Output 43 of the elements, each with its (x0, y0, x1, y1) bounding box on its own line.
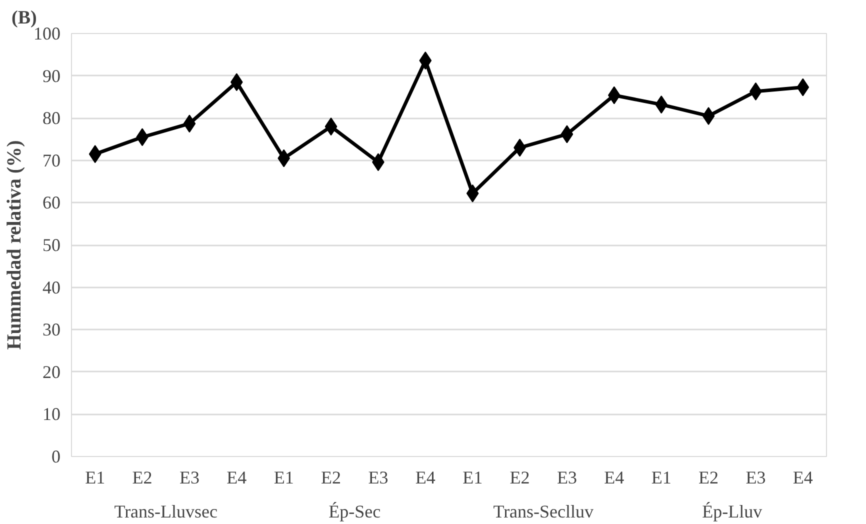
point (230, 73, 243, 92)
x-tick-label: E3 (368, 468, 388, 488)
point (419, 52, 432, 70)
point (466, 184, 479, 202)
text: Trans-Seclluv (493, 502, 594, 522)
x-tick-label: E3 (556, 468, 577, 488)
point (278, 149, 290, 168)
x-tick-label: E2 (698, 468, 719, 488)
text: Trans-Lluvsec (114, 502, 218, 522)
x-tick-label: E4 (604, 468, 624, 488)
y-tick-label: 40 (42, 277, 60, 298)
text: Ép-Lluv (702, 502, 762, 522)
point (655, 96, 668, 114)
y-tick-label: 60 (42, 192, 60, 213)
y-tick-label: 90 (42, 66, 60, 86)
x-tick-label: E2 (132, 468, 152, 488)
x-tick-label: E4 (415, 468, 436, 488)
y-tick-label: 20 (42, 362, 60, 382)
y-tick-label: 50 (42, 235, 60, 255)
y-tick-label: 10 (42, 404, 60, 424)
text: Ép-Sec (328, 502, 381, 522)
x-tick-label: E3 (179, 468, 200, 488)
x-tick-label: E3 (746, 468, 766, 488)
x-tick-label: E4 (792, 468, 813, 488)
point (702, 106, 715, 125)
x-tick-label: E4 (226, 468, 247, 488)
x-tick-label: E2 (321, 468, 342, 488)
x-tick-label: E2 (510, 468, 530, 488)
y-tick-label: 30 (42, 320, 60, 340)
point (324, 118, 338, 136)
x-tick-label: E1 (85, 468, 106, 488)
y-tick-label: 0 (52, 446, 60, 466)
point (183, 114, 196, 133)
x-tick-label: E1 (651, 468, 672, 488)
point (608, 86, 620, 104)
x-tick-label: E1 (274, 468, 294, 488)
y-axis-title: Hummedad relativa (%) (4, 140, 26, 350)
y-tick-label: 80 (42, 108, 60, 128)
point (796, 78, 810, 96)
y-tick-label: 70 (42, 150, 60, 170)
point (88, 145, 102, 164)
point (560, 125, 574, 144)
x-tick-label: E1 (462, 468, 483, 488)
